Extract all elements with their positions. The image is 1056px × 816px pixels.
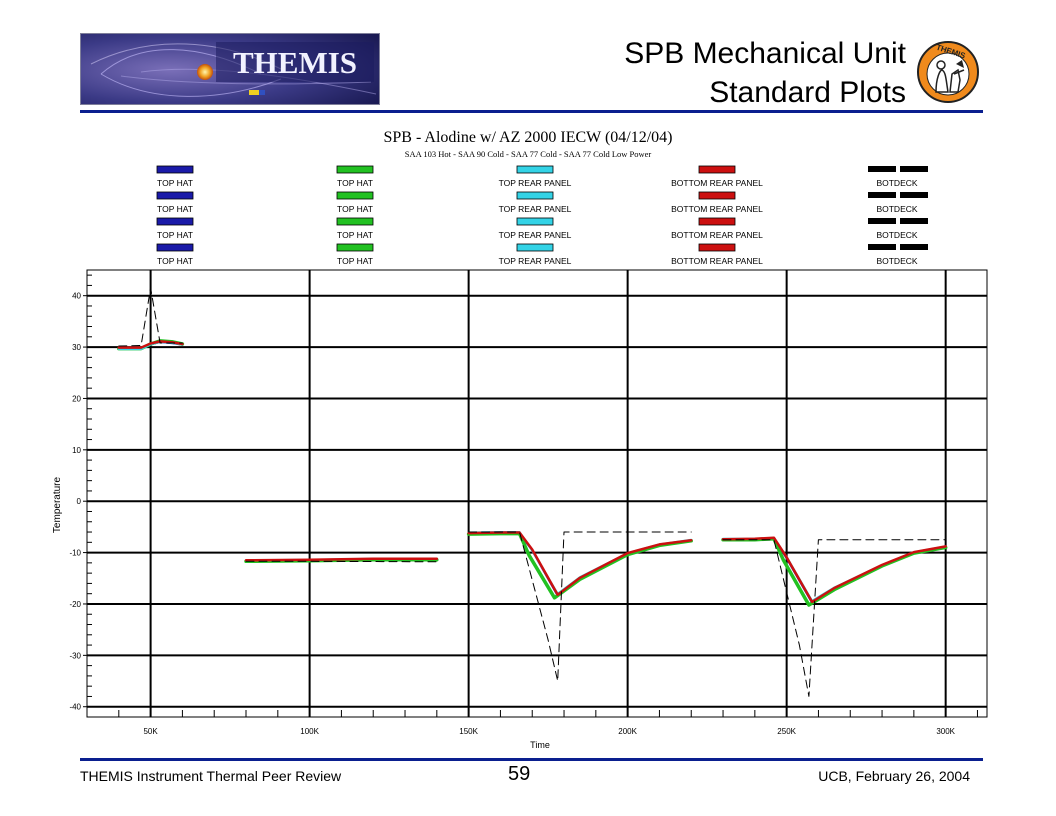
legend-label: TOP HAT — [337, 204, 373, 214]
legend-label: TOP HAT — [337, 178, 373, 188]
legend-swatch-dash — [868, 244, 896, 250]
legend-label: TOP HAT — [157, 230, 193, 240]
legend-swatch — [156, 165, 194, 174]
legend-swatch-dash — [900, 166, 928, 172]
header-rule — [80, 110, 983, 113]
legend-swatch-dash — [868, 192, 896, 198]
y-tick-label: -30 — [69, 651, 81, 660]
legend-swatch-dash — [900, 192, 928, 198]
series-line-3-segment-1 — [244, 557, 439, 562]
series-lines — [117, 287, 948, 697]
series-line-4-segment-3 — [722, 539, 947, 697]
legend-swatch — [516, 191, 554, 200]
legend-swatch-dash — [868, 166, 896, 172]
footer-left-text: THEMIS Instrument Thermal Peer Review — [80, 768, 342, 784]
legend-swatch — [516, 165, 554, 174]
x-tick-label: 150K — [459, 727, 478, 736]
plot-grid — [87, 270, 987, 717]
legend-swatch — [336, 217, 374, 226]
footer-rule — [80, 758, 983, 761]
y-tick-label: 10 — [72, 446, 81, 455]
legend-swatch — [156, 217, 194, 226]
x-axis-label: Time — [530, 740, 550, 750]
page-number: 59 — [508, 763, 531, 785]
legend-label: BOTTOM REAR PANEL — [671, 256, 763, 266]
legend-swatch — [156, 191, 194, 200]
mission-emblem: THEMIS — [916, 40, 980, 109]
title-line-1: SPB Mechanical Unit — [624, 37, 906, 70]
x-axis-ticks: 50K 100K 150K 200K 250K 300K — [143, 727, 955, 736]
legend-swatch — [698, 165, 736, 174]
chart-title: SPB - Alodine w/ AZ 2000 IECW (04/12/04) — [383, 129, 672, 146]
legend-swatch — [336, 191, 374, 200]
footer-right-text: UCB, February 26, 2004 — [818, 768, 970, 784]
legend-label: BOTDECK — [876, 204, 917, 214]
legend-label: BOTTOM REAR PANEL — [671, 230, 763, 240]
legend-label: BOTDECK — [876, 230, 917, 240]
legend-label: TOP REAR PANEL — [499, 256, 572, 266]
logo-text: THEMIS — [233, 45, 357, 80]
plot-area — [86, 269, 988, 718]
minor-ticks — [87, 274, 978, 717]
legend-swatch — [156, 243, 194, 252]
legend-swatch — [698, 191, 736, 200]
y-tick-label: 20 — [72, 394, 81, 403]
x-tick-label: 100K — [300, 727, 319, 736]
y-tick-label: 30 — [72, 343, 81, 352]
themis-logo: THEMIS — [80, 33, 380, 105]
title-line-2: Standard Plots — [709, 76, 906, 109]
legend-swatch — [698, 243, 736, 252]
series-line-4-segment-2 — [468, 531, 692, 682]
x-tick-label: 50K — [143, 727, 158, 736]
legend-label: TOP HAT — [157, 178, 193, 188]
legend-label: TOP REAR PANEL — [499, 204, 572, 214]
legend-swatch-dash — [868, 218, 896, 224]
y-tick-label: 0 — [77, 497, 82, 506]
legend-label: TOP REAR PANEL — [499, 230, 572, 240]
y-axis-ticks: -40 -30 -20 -10 0 10 20 30 40 — [69, 292, 87, 712]
chart-legend: TOP HAT TOP HAT TOP REAR PANEL BOTTOM REAR … — [156, 165, 928, 266]
legend-swatch — [336, 165, 374, 174]
series-line-3-segment-2 — [467, 531, 693, 596]
legend-swatch-dash — [900, 244, 928, 250]
legend-swatch — [516, 243, 554, 252]
legend-label: TOP REAR PANEL — [499, 178, 572, 188]
legend-swatch — [336, 243, 374, 252]
legend-label: BOTDECK — [876, 178, 917, 188]
x-tick-label: 200K — [618, 727, 637, 736]
legend-label: TOP HAT — [157, 256, 193, 266]
series-line-4-segment-1 — [245, 560, 438, 563]
legend-label: BOTDECK — [876, 256, 917, 266]
chart-subtitle: SAA 103 Hot - SAA 90 Cold - SAA 77 Cold … — [405, 149, 652, 159]
x-tick-label: 300K — [936, 727, 955, 736]
temperature-chart: SPB - Alodine w/ AZ 2000 IECW (04/12/04)… — [52, 129, 988, 750]
y-tick-label: -10 — [69, 549, 81, 558]
legend-label: TOP HAT — [337, 256, 373, 266]
slide-title: SPB Mechanical Unit Standard Plots — [486, 34, 906, 112]
series-line-4-segment-0 — [118, 287, 183, 347]
legend-swatch — [698, 217, 736, 226]
legend-swatch-dash — [900, 218, 928, 224]
x-tick-label: 250K — [777, 727, 796, 736]
y-tick-label: 40 — [72, 292, 81, 301]
y-tick-label: -20 — [69, 600, 81, 609]
y-axis-label: Temperature — [52, 476, 63, 533]
series-line-3-segment-3 — [721, 536, 947, 604]
y-tick-label: -40 — [69, 703, 81, 712]
legend-label: BOTTOM REAR PANEL — [671, 178, 763, 188]
legend-label: BOTTOM REAR PANEL — [671, 204, 763, 214]
legend-label: TOP HAT — [157, 204, 193, 214]
legend-swatch — [516, 217, 554, 226]
legend-label: TOP HAT — [337, 230, 373, 240]
